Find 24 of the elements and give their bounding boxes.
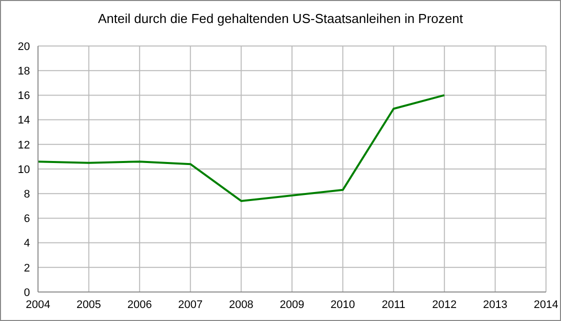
y-tick-label: 18 [18, 66, 30, 78]
y-tick-label: 6 [24, 213, 30, 226]
chart-title: Anteil durch die Fed gehaltenden US-Staatsanleihen in Prozent [97, 11, 464, 26]
x-tick-label: 2014 [534, 298, 558, 311]
x-tick-label: 2013 [482, 298, 508, 311]
x-tick-label: 2005 [76, 298, 102, 311]
x-tick-label: 2009 [280, 298, 304, 311]
y-tick-label: 16 [18, 90, 30, 102]
y-tick-label: 20 [18, 40, 30, 53]
x-tick-label: 2010 [330, 298, 356, 311]
x-tick-label: 2012 [432, 298, 457, 311]
x-tick-label: 2008 [228, 298, 254, 311]
line-series [38, 94, 446, 202]
x-tick-label: 2004 [26, 298, 50, 311]
y-tick-label: 2 [24, 262, 30, 274]
x-tick-label: 2007 [178, 298, 203, 311]
y-tick-label: 12 [18, 139, 30, 152]
x-tick-label: 2011 [382, 298, 406, 311]
x-tick-label: 2006 [127, 298, 152, 311]
y-tick-label: 4 [24, 238, 30, 250]
y-tick-label: 8 [24, 188, 30, 201]
y-tick-label: 10 [18, 164, 30, 176]
y-tick-label: 14 [18, 114, 30, 127]
y-tick-label: 0 [24, 286, 30, 299]
